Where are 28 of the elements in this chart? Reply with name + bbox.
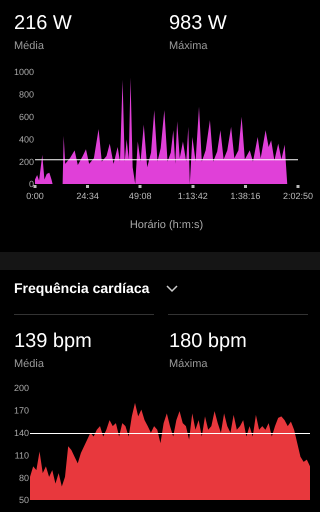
x-axis-title: Horário (h:m:s) bbox=[130, 219, 204, 231]
text: 139 bpm bbox=[14, 330, 92, 353]
text: Média bbox=[14, 358, 44, 370]
text: 180 bpm bbox=[169, 330, 247, 353]
text: 216 W bbox=[14, 12, 72, 35]
y-tick-label: 600 bbox=[18, 112, 34, 122]
y-tick-label: 200 bbox=[14, 383, 29, 394]
x-tick-label: 1:38:16 bbox=[230, 190, 260, 201]
text: Máxima bbox=[169, 40, 208, 52]
y-tick-label: 110 bbox=[14, 450, 29, 460]
x-tick-label: 49:08 bbox=[128, 190, 152, 201]
text: Máxima bbox=[169, 358, 208, 370]
x-tick-label: 24:34 bbox=[76, 190, 99, 201]
x-tick-label: 0:00 bbox=[26, 190, 44, 201]
chart-title: Frequência cardíaca bbox=[14, 280, 150, 296]
y-tick-label: 170 bbox=[14, 406, 29, 416]
x-tick-label: 1:13:42 bbox=[178, 190, 208, 201]
y-tick-label: 50 bbox=[18, 495, 29, 506]
y-tick-label: 800 bbox=[18, 90, 34, 100]
y-tick-label: 400 bbox=[18, 134, 34, 144]
x-tick-label: 2:02:50 bbox=[282, 190, 314, 201]
y-tick-label: 80 bbox=[18, 472, 29, 483]
y-tick-label: 1000 bbox=[14, 67, 34, 78]
y-tick-label: 0 bbox=[28, 179, 34, 190]
text: 983 W bbox=[169, 12, 227, 35]
y-tick-label: 200 bbox=[18, 156, 34, 167]
y-tick-label: 140 bbox=[14, 428, 29, 438]
text: Média bbox=[14, 40, 44, 52]
